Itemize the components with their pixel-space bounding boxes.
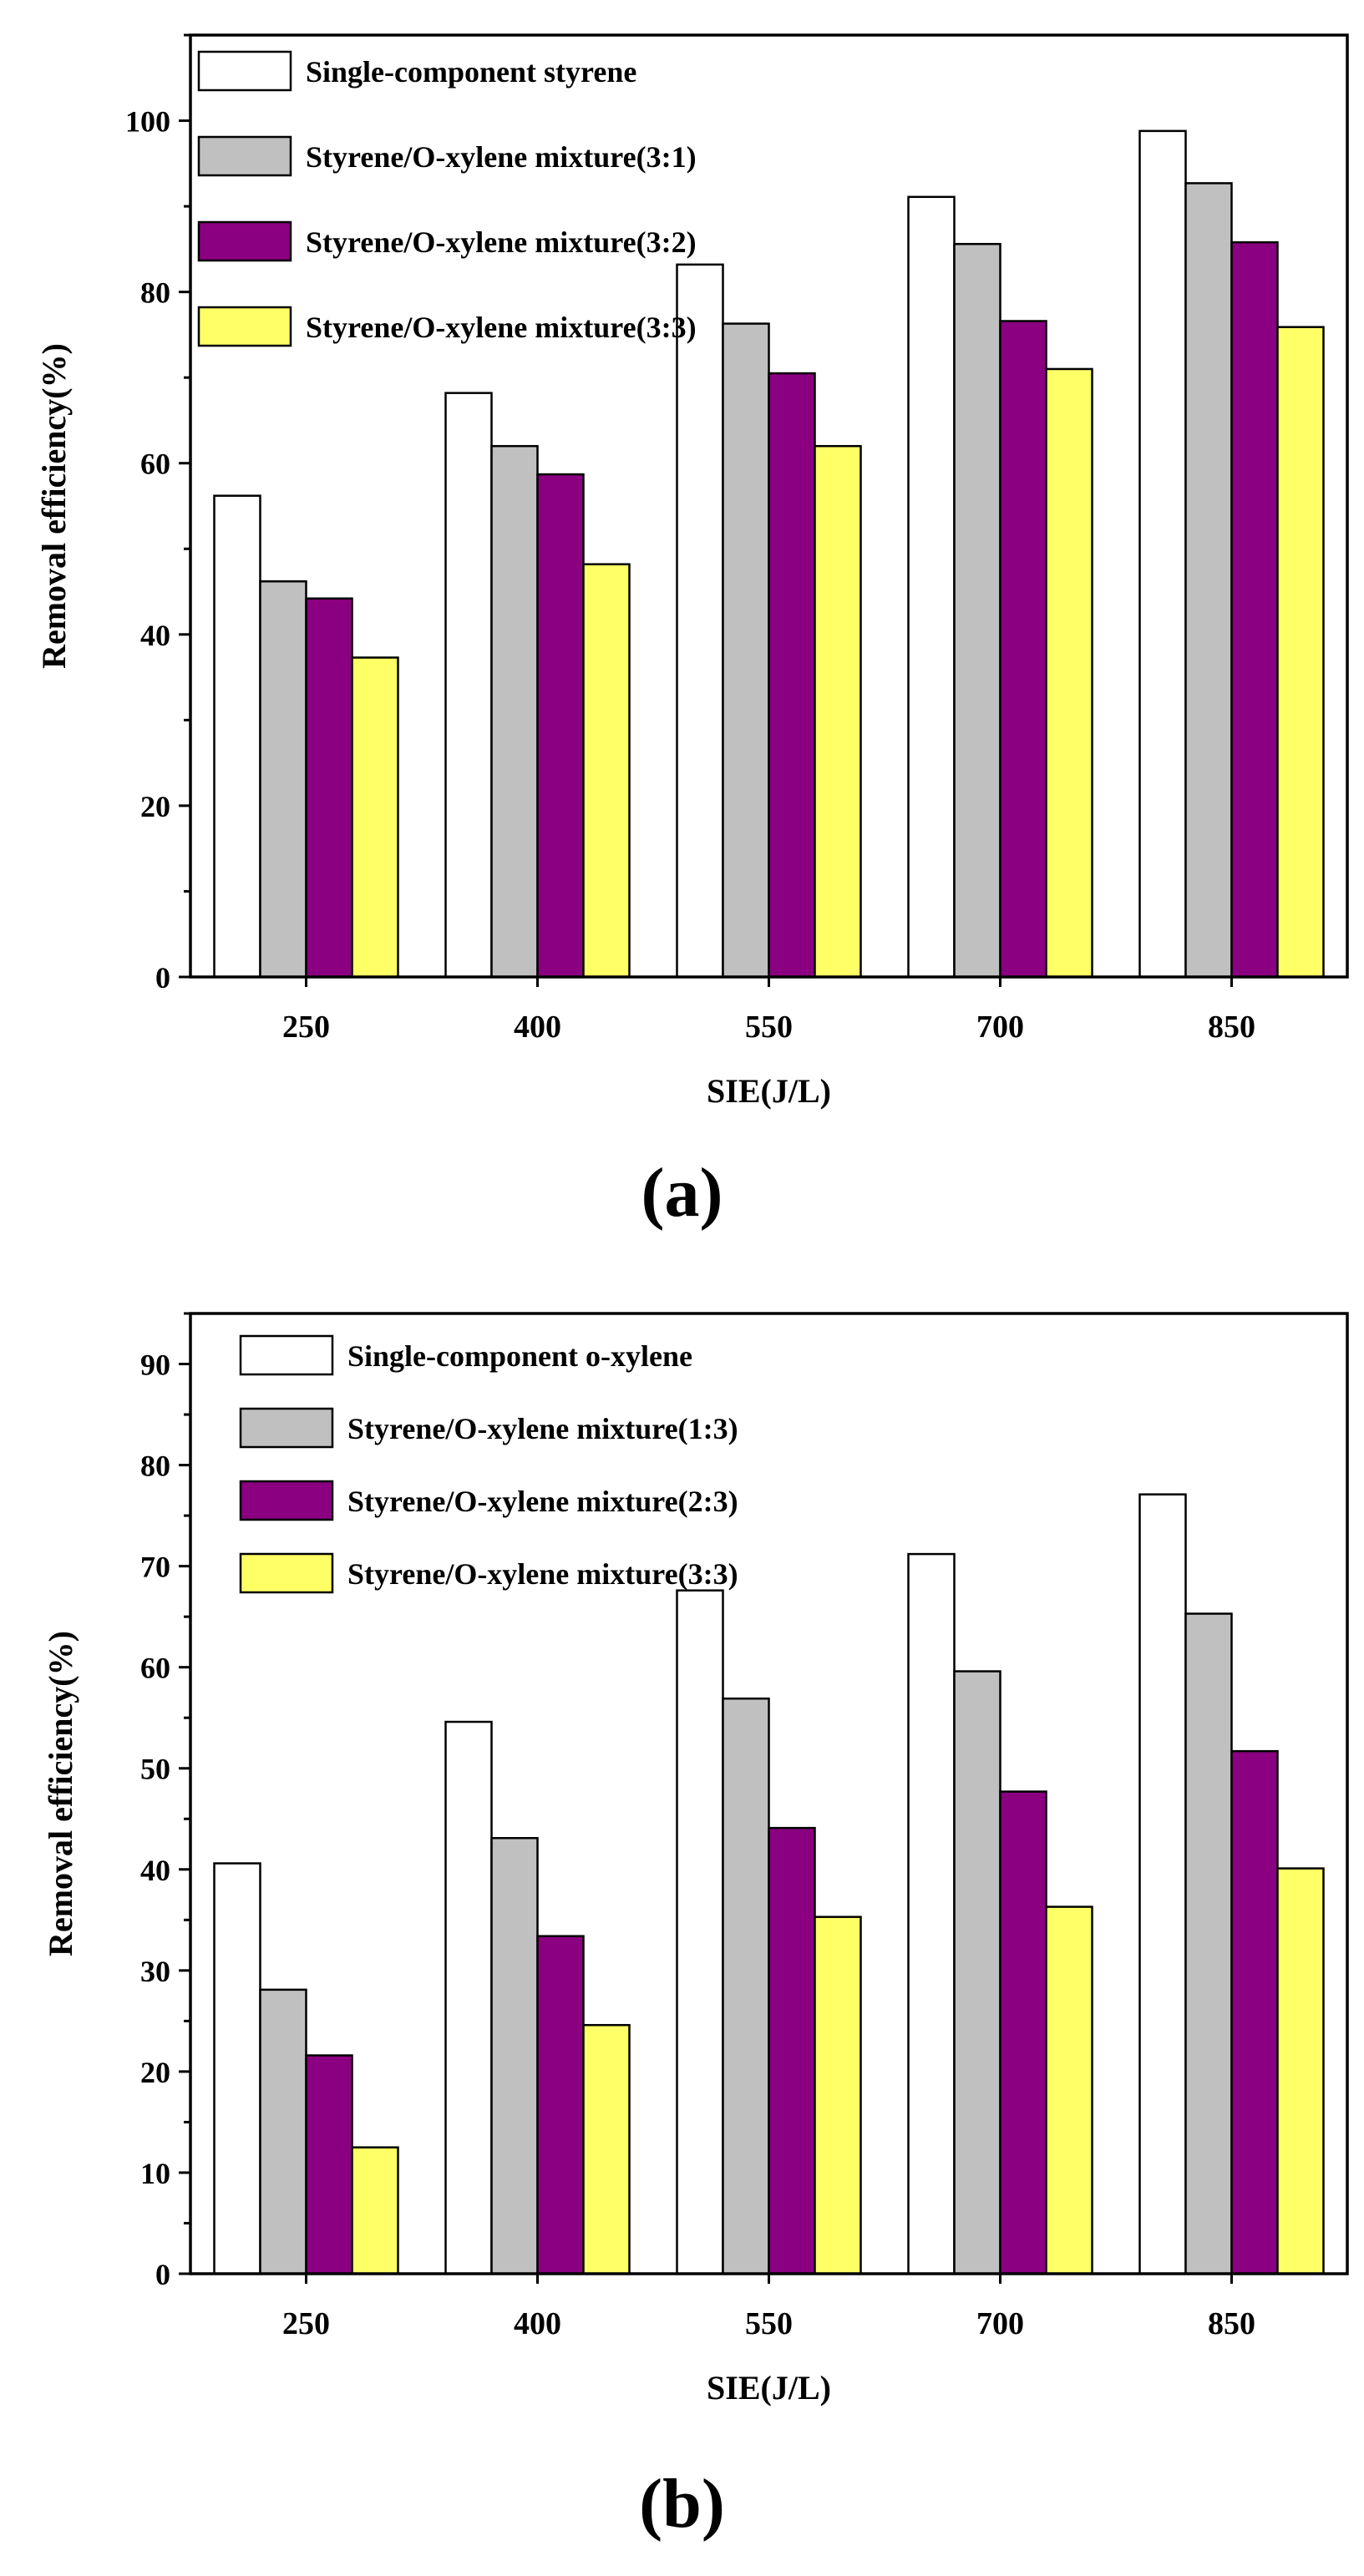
bar-850-series-4 (1276, 326, 1325, 979)
x-tick-label: 850 (1208, 1010, 1255, 1045)
x-tick-label: 250 (282, 1010, 330, 1045)
legend-label-1: Single-component styrene (306, 55, 636, 89)
y-tick-label: 60 (140, 1652, 170, 1685)
bar-850-series-3 (1230, 240, 1279, 979)
bar-850-series-1 (1138, 129, 1187, 979)
y-tick-label: 20 (140, 2056, 170, 2089)
legend-swatch-1 (239, 1334, 334, 1376)
bar-550-series-1 (676, 1589, 724, 2275)
bar-850-series-1 (1138, 1493, 1187, 2275)
bar-250-series-4 (351, 656, 399, 979)
bar-400-series-3 (536, 473, 585, 979)
x-tick-label: 400 (514, 2306, 561, 2341)
x-tick-label: 700 (976, 2306, 1024, 2341)
bar-400-series-2 (490, 1837, 539, 2275)
y-tick-label: 80 (140, 1450, 170, 1483)
bar-250-series-3 (305, 597, 353, 979)
legend-swatch-3 (239, 1480, 334, 1521)
bar-550-series-3 (768, 1826, 816, 2275)
y-axis-title: Removal efficiency(%) (42, 1631, 79, 1956)
x-axis-title: SIE(J/L) (707, 1072, 831, 1110)
bar-700-series-3 (999, 320, 1047, 979)
x-axis-title: SIE(J/L) (707, 2369, 831, 2406)
legend-label-3: Styrene/O-xylene mixture(2:3) (347, 1485, 738, 1518)
x-tick-label: 700 (976, 1010, 1024, 1045)
chart-panel-b: 250 400 550 700 850 0 10 20 30 40 50 60 70 80 90 SIE(J/… (0, 1290, 1364, 2576)
x-tick-label: 400 (514, 1010, 561, 1045)
y-tick-label: 40 (140, 1854, 170, 1887)
y-tick-label: 100 (125, 105, 170, 139)
legend-label-1: Single-component o-xylene (347, 1339, 692, 1373)
y-tick-label: 40 (140, 619, 170, 652)
bar-400-series-4 (582, 563, 631, 979)
legend-swatch-3 (197, 220, 292, 262)
y-axis-title: Removal efficiency(%) (35, 343, 73, 669)
y-tick-label: 70 (140, 1551, 170, 1584)
bar-400-series-1 (444, 1720, 493, 2275)
bar-chart-a: 250 400 550 700 850 0 20 40 60 80 100 SIE(J/L) Remov… (35, 33, 1349, 1110)
bar-850-series-4 (1276, 1867, 1325, 2275)
y-tick-label: 80 (140, 276, 170, 310)
chart-panel-a: 250 400 550 700 850 0 20 40 60 80 100 SIE(J/L) Remov… (35, 33, 1349, 1232)
y-tick-label: 20 (140, 790, 170, 823)
bar-850-series-3 (1230, 1749, 1279, 2275)
bar-400-series-2 (490, 444, 539, 979)
bar-250-series-1 (213, 494, 261, 979)
bar-700-series-4 (1045, 1905, 1093, 2275)
bar-550-series-4 (814, 444, 862, 979)
bar-550-series-1 (676, 263, 724, 979)
x-tick-label: 850 (1208, 2306, 1255, 2341)
bar-400-series-1 (444, 392, 493, 979)
y-tick-label: 0 (155, 961, 170, 994)
x-tick-label: 550 (745, 1010, 793, 1045)
bar-700-series-1 (907, 195, 956, 979)
x-tick-label: 250 (282, 2306, 330, 2341)
bar-850-series-2 (1184, 1612, 1233, 2275)
plot-frame (189, 1312, 1349, 2275)
legend-label-3: Styrene/O-xylene mixture(3:2) (306, 225, 697, 259)
y-tick-label: 50 (140, 1753, 170, 1786)
bar-550-series-3 (768, 372, 816, 979)
bar-700-series-2 (953, 242, 1001, 979)
legend-label-4: Styrene/O-xylene mixture(3:3) (347, 1557, 738, 1591)
bar-chart-b: 250 400 550 700 850 0 10 20 30 40 50 60 70 80 90 SIE(J/… (42, 1312, 1349, 2406)
panel-label-a: (a) (641, 1154, 723, 1232)
bar-400-series-3 (536, 1935, 585, 2275)
bar-250-series-4 (351, 2146, 399, 2275)
bar-250-series-1 (213, 1862, 261, 2275)
bar-700-series-3 (999, 1790, 1047, 2275)
bar-250-series-2 (259, 579, 307, 979)
bar-250-series-3 (305, 2054, 353, 2275)
bar-550-series-4 (814, 1916, 862, 2275)
legend-swatch-1 (197, 50, 292, 92)
bar-850-series-2 (1184, 182, 1233, 979)
bar-400-series-4 (582, 2023, 631, 2275)
bar-700-series-4 (1045, 367, 1093, 979)
legend-label-4: Styrene/O-xylene mixture(3:3) (306, 311, 697, 344)
plot-frame (189, 33, 1349, 979)
bar-550-series-2 (722, 322, 770, 979)
legend-swatch-4 (197, 306, 292, 347)
bar-550-series-2 (722, 1697, 770, 2275)
legend-swatch-2 (239, 1407, 334, 1449)
y-tick-label: 60 (140, 448, 170, 481)
bar-700-series-1 (907, 1552, 956, 2275)
y-tick-label: 30 (140, 1955, 170, 1988)
legend-swatch-4 (239, 1552, 334, 1594)
y-tick-label: 10 (140, 2157, 170, 2190)
bar-250-series-2 (259, 1988, 307, 2275)
x-tick-label: 550 (745, 2306, 793, 2341)
y-tick-label: 0 (155, 2258, 170, 2291)
y-tick-label: 90 (140, 1349, 170, 1382)
bar-700-series-2 (953, 1670, 1001, 2275)
legend-swatch-2 (197, 135, 292, 177)
legend-label-2: Styrene/O-xylene mixture(1:3) (347, 1412, 738, 1445)
legend-label-2: Styrene/O-xylene mixture(3:1) (306, 140, 697, 174)
panel-label-b: (b) (639, 2465, 725, 2543)
